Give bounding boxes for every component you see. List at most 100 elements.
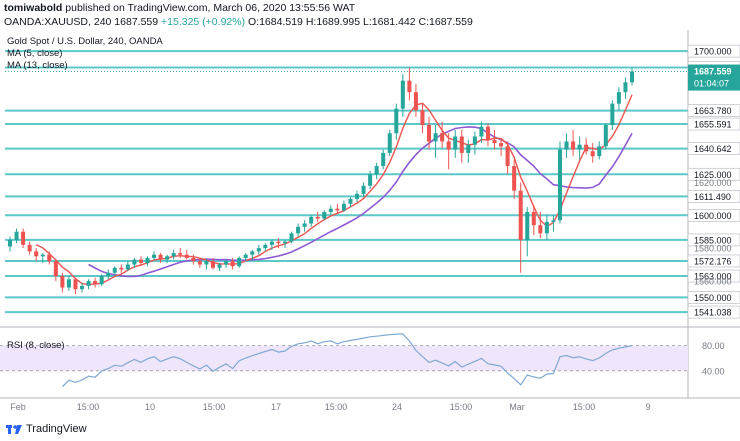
price-tick-label: 1600.000 (694, 211, 732, 221)
time-tick-label: Feb (10, 402, 26, 412)
price-tick-label: 1700.000 (694, 47, 732, 57)
candle-body (531, 212, 536, 226)
close-value: C:1687.559 (418, 16, 473, 28)
price-tick-label: 1572.176 (694, 256, 732, 266)
candle-body (60, 276, 65, 288)
candle-body (197, 261, 202, 265)
candle-body (237, 257, 242, 267)
candle-body (138, 259, 143, 263)
candle-body (544, 221, 549, 234)
candle-body (73, 279, 78, 290)
candle-body (341, 203, 346, 211)
price-tick-label: 1640.642 (694, 144, 732, 154)
candle-body (557, 149, 562, 221)
candle-body (387, 133, 392, 153)
price-label-box (687, 190, 740, 203)
candle-body (610, 103, 615, 126)
price-axis: 1700.0001690.0001663.7801655.5911640.642… (0, 30, 740, 399)
candle-body (119, 267, 124, 270)
ma-slow-line (88, 126, 633, 278)
price-label-box (687, 305, 740, 319)
candle-body (14, 231, 19, 240)
legend-ma-fast: MA (5, close) (7, 48, 62, 59)
candle-body (584, 144, 589, 152)
candle-body (256, 248, 261, 252)
price-tick-label: 1580.000 (694, 244, 732, 254)
candle-body (420, 110, 425, 126)
rsi-line (61, 333, 633, 388)
candle-body (302, 223, 307, 227)
price-tick-label: 1541.038 (694, 308, 732, 318)
current-price-label: 1687.559 (694, 67, 732, 77)
candle-body (80, 285, 85, 290)
candle-body (276, 241, 281, 244)
change-value: +15.325 (+0.92%) (161, 16, 246, 28)
time-tick-label: Mar (509, 402, 525, 412)
footer: TradingView (0, 419, 740, 441)
price-label-box (687, 254, 740, 268)
candle-body (355, 193, 360, 199)
price-label-box (687, 44, 740, 58)
time-tick-label: 15:00 (77, 402, 100, 412)
time-tick-label: 17 (271, 402, 281, 412)
candle-body (34, 251, 39, 257)
candle-body (368, 174, 373, 186)
candle-body (512, 166, 517, 191)
price-label-box (687, 117, 740, 131)
symbol-label: OANDA:XAUUSD, 240 (4, 16, 112, 28)
quote-line: OANDA:XAUUSD, 240 1687.559 +15.325 (+0.9… (4, 16, 473, 28)
candle-body (315, 216, 320, 219)
candle-body (243, 254, 248, 258)
high-value: H:1689.995 (305, 16, 361, 28)
publish-line: tomiwabold published on TradingView.com,… (4, 2, 355, 14)
candle-body (217, 264, 222, 268)
candle-body (106, 272, 111, 277)
candle-body (328, 208, 333, 213)
time-axis: Feb 15:00 10 15:00 17 15:00 24 15:00 Mar 15:00 9 (10, 402, 650, 412)
brand-name: TradingView (26, 423, 87, 435)
candle-body (204, 261, 209, 265)
candle-body (433, 133, 438, 142)
tradingview-logo[interactable]: TradingView (6, 423, 87, 435)
candle-body (158, 254, 163, 260)
time-tick-label: 15:00 (573, 402, 596, 412)
low-value: L:1681.442 (363, 16, 416, 28)
candle-body (381, 152, 386, 167)
rsi-tick-label: 40.00 (702, 366, 725, 376)
candle-body (269, 241, 274, 245)
candle-body (623, 82, 628, 93)
candle-body (132, 259, 137, 265)
candle-body (21, 231, 26, 245)
candle-body (597, 146, 602, 157)
candle-body (112, 267, 117, 273)
author-name[interactable]: tomiwabold (4, 2, 63, 14)
candle-body (152, 254, 157, 258)
countdown-label: 01:04:07 (694, 79, 729, 89)
tradingview-icon (6, 425, 22, 434)
candle-body (296, 226, 301, 234)
legend-rsi: RSI (8, close) (7, 340, 65, 351)
candle-body (492, 139, 497, 144)
price-label-box (687, 142, 740, 155)
candle-body (66, 279, 71, 288)
candle-body (538, 225, 543, 234)
candle-body (171, 253, 176, 257)
price-label-box (687, 208, 740, 222)
last-price: 1687.559 (114, 16, 159, 28)
candle-body (86, 280, 91, 286)
price-tick-label: 1563.000 (694, 272, 732, 282)
candle-body (309, 216, 314, 224)
time-tick-label: 9 (645, 402, 650, 412)
price-chart[interactable]: 1700.0001690.0001663.7801655.5911640.642… (0, 30, 740, 419)
candlesticks (7, 67, 635, 295)
rsi-tick-label: 80.00 (702, 341, 725, 351)
candle-body (472, 136, 477, 145)
candle-body (479, 126, 484, 137)
candle-body (289, 233, 294, 242)
candle-body (374, 166, 379, 175)
candle-body (93, 280, 98, 285)
candle-body (551, 220, 556, 222)
candle-body (427, 125, 432, 142)
candle-body (210, 261, 215, 268)
candle-body (230, 261, 235, 267)
